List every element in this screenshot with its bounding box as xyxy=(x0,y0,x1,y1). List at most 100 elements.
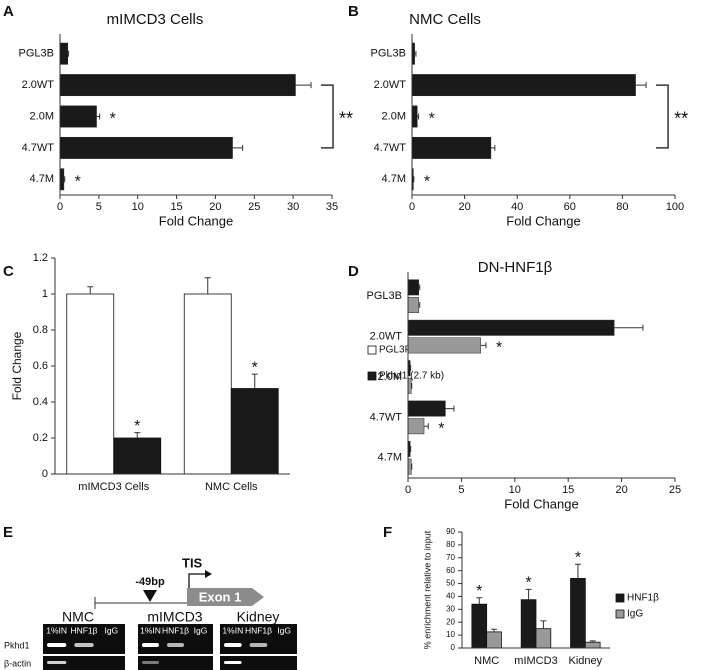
bar xyxy=(113,437,162,475)
group-label: Kidney xyxy=(237,609,280,625)
legend-swatch xyxy=(615,609,625,619)
y-tick-label: 0.4 xyxy=(33,396,48,408)
gel-band xyxy=(249,643,268,647)
gel-panel: E -49bp TIS Exon 1 NMC mIMCD3 Kidney Pkh… xyxy=(3,524,279,668)
panel-letter: E xyxy=(3,524,13,541)
y-tick-label: 90 xyxy=(446,527,455,536)
bar xyxy=(411,105,418,128)
bar xyxy=(407,279,419,296)
tss-arrow xyxy=(188,573,205,588)
panel-letter: C xyxy=(3,263,14,280)
error-bar xyxy=(410,365,412,372)
x-tick-label: 80 xyxy=(616,201,628,213)
x-tick-label: 5 xyxy=(96,201,102,213)
category-label: 4.7M xyxy=(378,452,402,464)
significance: * xyxy=(75,174,81,191)
bar xyxy=(407,400,446,417)
category-label: 2.0WT xyxy=(22,79,55,91)
y-tick-label: 10 xyxy=(446,630,455,639)
lane-label: IgG xyxy=(277,625,291,635)
x-tick-label: 25 xyxy=(248,201,260,213)
y-tick-label: 0.6 xyxy=(33,360,48,372)
x-tick-label: 100 xyxy=(666,201,684,213)
bracket xyxy=(321,84,334,149)
error-bar xyxy=(204,277,211,294)
error-bar xyxy=(410,445,412,452)
error-bar xyxy=(413,176,415,183)
legend-label: IgG xyxy=(627,609,643,620)
error-bar xyxy=(418,302,421,309)
error-bar xyxy=(614,324,644,331)
y-tick-label: 20 xyxy=(446,617,455,626)
lane-label: 1%IN xyxy=(140,625,161,635)
x-tick-label: 0 xyxy=(409,201,415,213)
error-bar xyxy=(480,342,487,349)
error-bar xyxy=(411,382,413,389)
exon-box xyxy=(187,588,264,606)
error-bar xyxy=(411,463,413,470)
legend-swatch xyxy=(615,593,625,603)
category-label: 4.7WT xyxy=(374,142,407,154)
exon-label: Exon 1 xyxy=(199,589,242,604)
tss-arrowhead xyxy=(205,570,212,578)
bar xyxy=(66,293,115,475)
significance: * xyxy=(525,575,531,592)
chart-title: mIMCD3 Cells xyxy=(107,11,204,28)
y-tick-label: 50 xyxy=(446,579,455,588)
legend-label: PGL3P xyxy=(379,345,412,356)
legend-swatch xyxy=(367,345,377,355)
error-bar xyxy=(491,628,498,632)
significance: * xyxy=(429,111,435,128)
error-bar xyxy=(540,620,547,629)
category-label: PGL3B xyxy=(367,290,402,302)
x-tick-label: 20 xyxy=(458,201,470,213)
y-tick-label: 40 xyxy=(446,592,455,601)
gel-band xyxy=(47,643,67,647)
bar xyxy=(59,105,97,128)
bar xyxy=(230,388,279,475)
error-bar xyxy=(67,50,70,57)
category-label: 4.7WT xyxy=(370,411,403,423)
significance: * xyxy=(134,418,140,435)
lane-label: IgG xyxy=(104,625,118,635)
error-bar xyxy=(295,82,312,89)
y-axis-label: % enrichment relative to input xyxy=(422,530,432,649)
x-tick-label: 20 xyxy=(615,484,627,496)
x-tick-label: 25 xyxy=(669,484,681,496)
panel-letter: A xyxy=(3,3,14,20)
error-bar xyxy=(445,405,455,412)
x-axis-label: Fold Change xyxy=(506,213,580,228)
legend-label: Pkhd1 (2.7 kb) xyxy=(379,371,444,382)
lane-label: HNF1β xyxy=(245,625,272,635)
category-label: Kidney xyxy=(569,655,603,667)
category-label: mIMCD3 Cells xyxy=(78,481,149,493)
x-tick-label: 40 xyxy=(511,201,523,213)
error-bar xyxy=(525,588,532,600)
y-tick-label: 1.2 xyxy=(33,252,48,264)
lane-label: HNF1β xyxy=(162,625,189,635)
category-label: PGL3B xyxy=(19,48,54,60)
panel-letter: B xyxy=(348,3,359,20)
lane-label: 1%IN xyxy=(222,625,243,635)
legend-swatch xyxy=(367,371,377,381)
gel-band xyxy=(74,643,94,647)
bar xyxy=(411,136,492,159)
row-label: β-actin xyxy=(4,658,31,668)
x-tick-label: 10 xyxy=(132,201,144,213)
site-label: -49bp xyxy=(135,576,165,588)
bar xyxy=(407,297,419,313)
bracket xyxy=(656,84,669,149)
error-bar xyxy=(232,144,244,151)
gel-image xyxy=(220,656,297,670)
gel-image xyxy=(220,624,297,654)
gel-image xyxy=(138,656,213,670)
significance: * xyxy=(424,174,430,191)
error-bar xyxy=(424,423,429,430)
category-label: 4.7M xyxy=(382,173,406,185)
bar xyxy=(59,42,69,65)
gel-band xyxy=(167,643,184,647)
chart-title: NMC Cells xyxy=(409,11,481,28)
category-label: 2.0M xyxy=(30,110,54,122)
error-bar xyxy=(589,640,596,643)
x-tick-label: 0 xyxy=(57,201,63,213)
